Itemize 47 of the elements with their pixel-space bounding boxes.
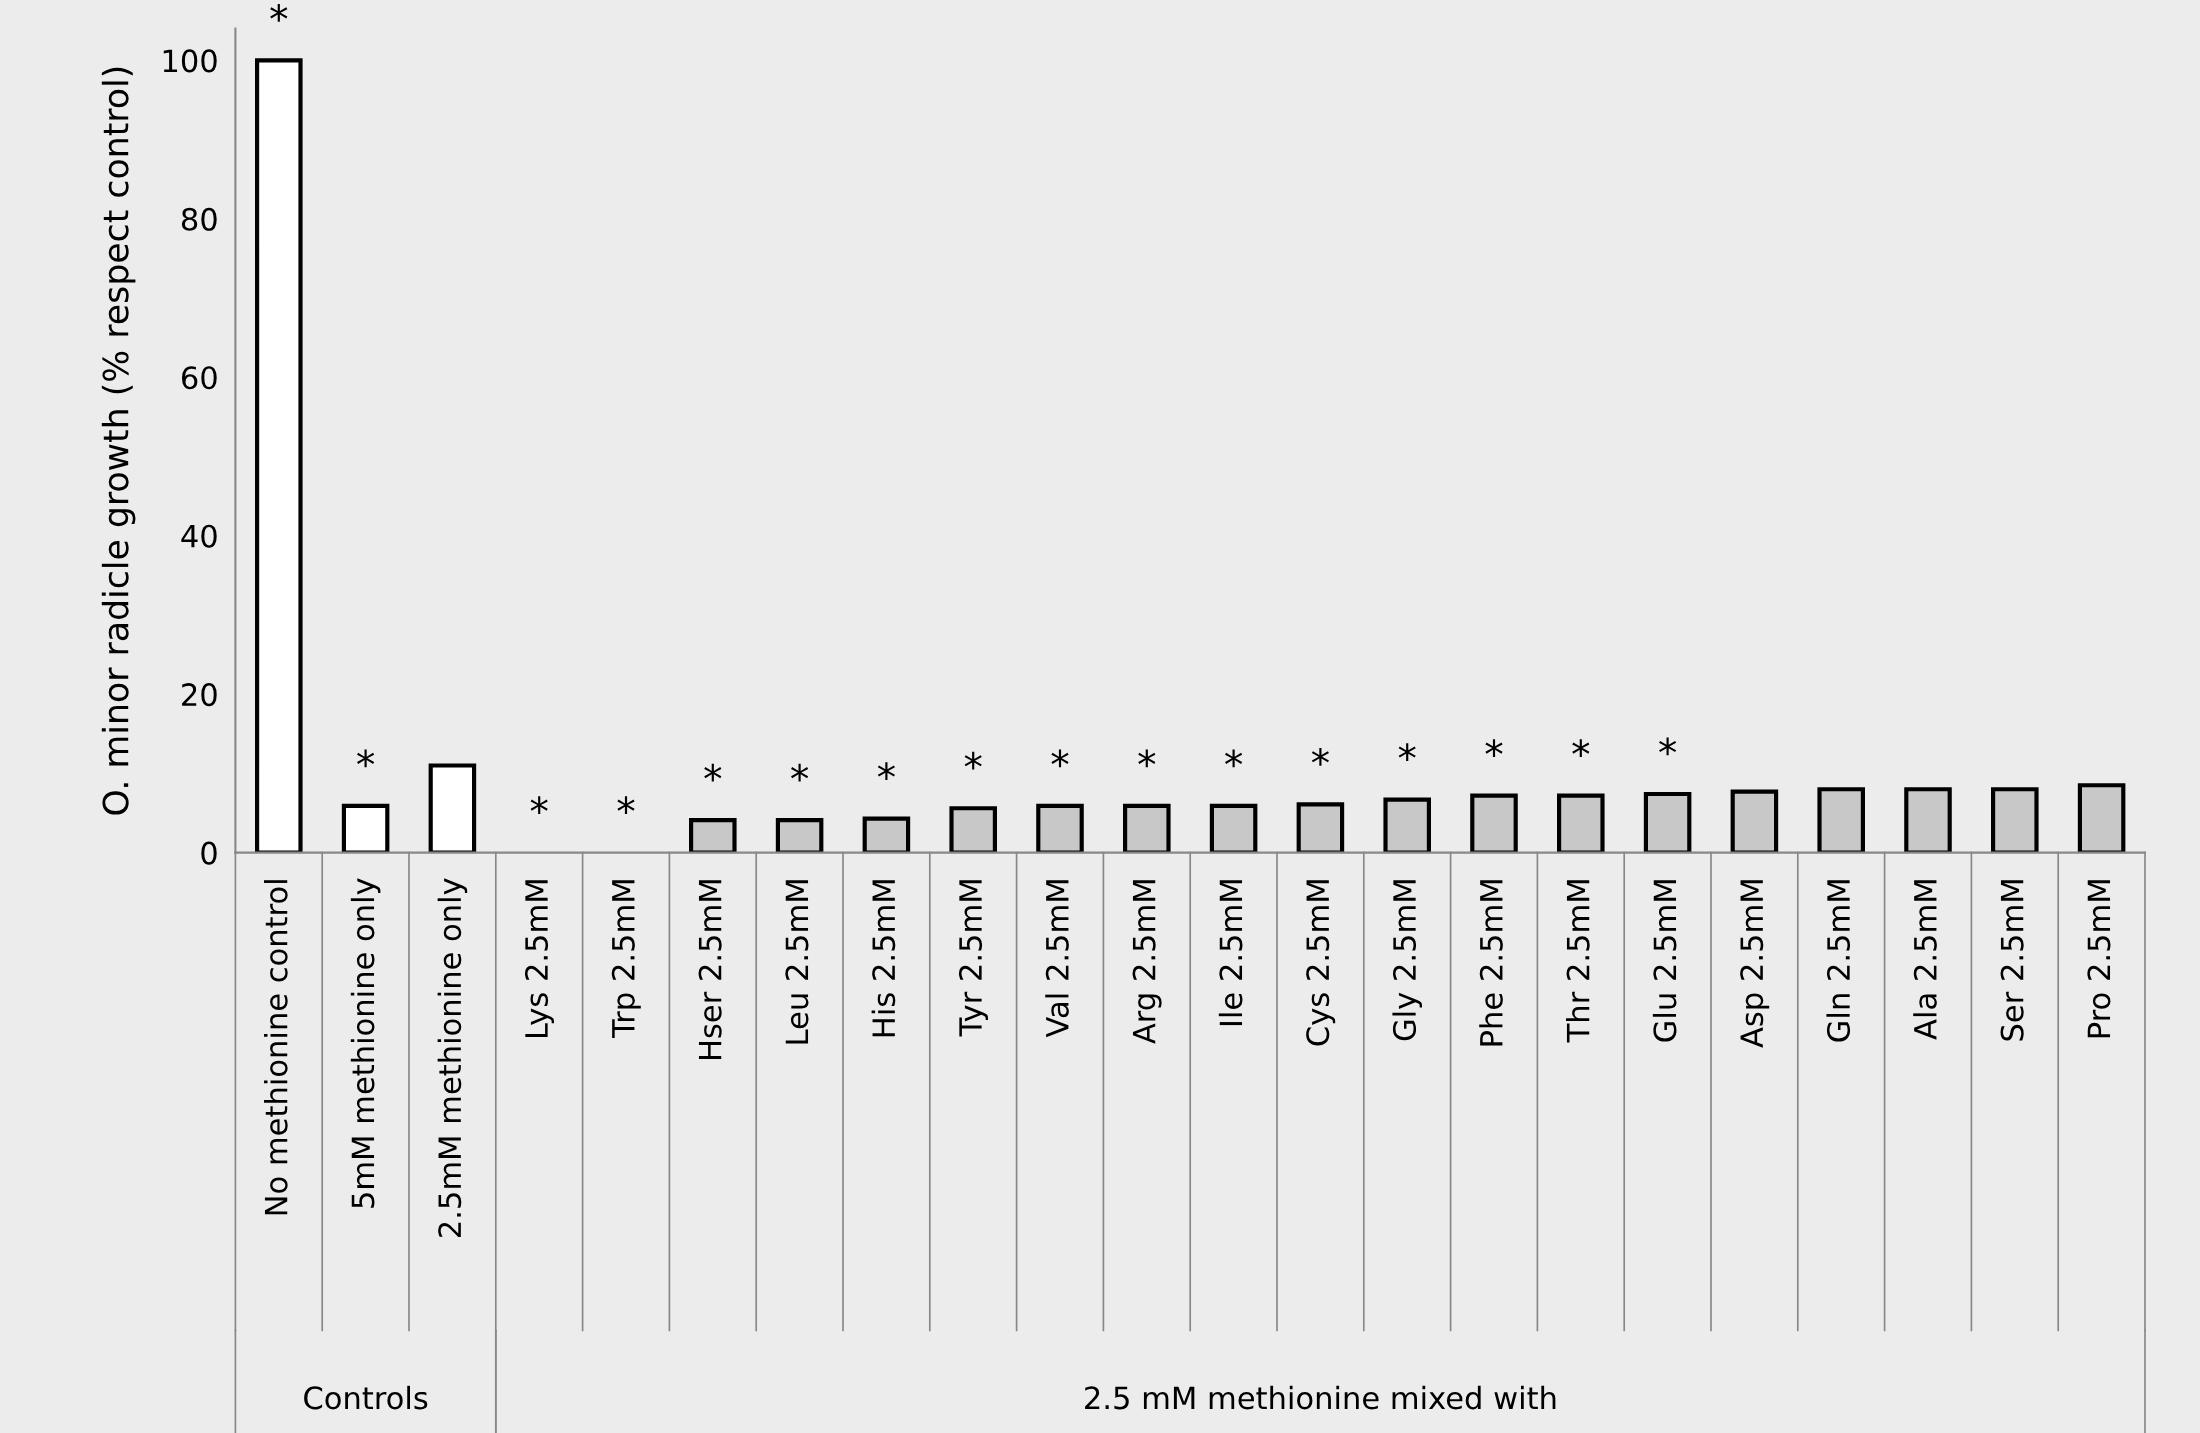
x-tick-label: Trp 2.5mM (611, 880, 641, 1038)
x-tick-label: His 2.5mM (871, 880, 896, 1037)
x-tick-label: Phe 2.5mM (1479, 880, 1503, 1046)
x-tick-label: Lys 2.5mM (524, 880, 554, 1038)
annotation: * (1311, 747, 1329, 766)
text: Controls (304, 1385, 428, 1410)
y-axis-title: O. minor radicle growth (% respect control) (101, 67, 136, 815)
y-tick-label: 80 (181, 207, 217, 231)
x-tick-label: Gln 2.5mM (1826, 880, 1851, 1042)
x-tick-label: Asp 2.5mM (1740, 880, 1770, 1048)
x-tick-label: Tyr 2.5mM (958, 880, 988, 1037)
annotation: * (617, 796, 635, 814)
x-tick-label: Pro 2.5mM (2087, 880, 2111, 1038)
x-tick-label: Val 2.5mM (1045, 880, 1069, 1038)
annotation: * (357, 749, 375, 768)
annotation: * (1485, 739, 1503, 757)
y-tick-label: 60 (181, 366, 217, 390)
annotation: * (704, 763, 722, 782)
annotation: * (1659, 737, 1677, 756)
annotation: * (791, 763, 809, 782)
annotation: * (1572, 739, 1590, 757)
x-tick-label: 5mM methionine only (350, 878, 381, 1208)
text: 2.5 mM methionine mixed with (1085, 1385, 1556, 1410)
annotation: * (1051, 749, 1069, 768)
y-tick-label: 20 (182, 683, 217, 707)
x-tick-label: Ser 2.5mM (2000, 880, 2024, 1041)
x-tick-label: Cys 2.5mM (1306, 880, 1336, 1046)
y-tick-label: 40 (181, 524, 217, 548)
annotation: * (1138, 749, 1156, 768)
x-tick-label: 2.5mM methionine only (437, 878, 468, 1237)
annotation: * (270, 3, 288, 22)
annotation: * (964, 751, 982, 770)
x-tick-label: Arg 2.5mM (1132, 880, 1162, 1044)
x-tick-label: Gly 2.5mM (1392, 880, 1422, 1041)
y-tick-label: 100 (163, 49, 217, 73)
x-tick-label: Glu 2.5mM (1652, 880, 1677, 1042)
x-tick-label: Hser 2.5mM (698, 880, 722, 1060)
annotation: * (1225, 749, 1243, 768)
annotation: * (877, 762, 895, 780)
annotation: * (530, 796, 548, 814)
y-tick-label: 0 (201, 841, 217, 865)
annotation: * (1398, 743, 1416, 761)
x-tick-label: Ile 2.5mM (1218, 880, 1243, 1026)
x-tick-label: Ala 2.5mM (1913, 880, 1937, 1040)
x-tick-label: Leu 2.5mM (785, 880, 809, 1044)
x-tick-label: No methionine control (264, 880, 288, 1215)
x-tick-label: Thr 2.5mM (1566, 880, 1590, 1043)
